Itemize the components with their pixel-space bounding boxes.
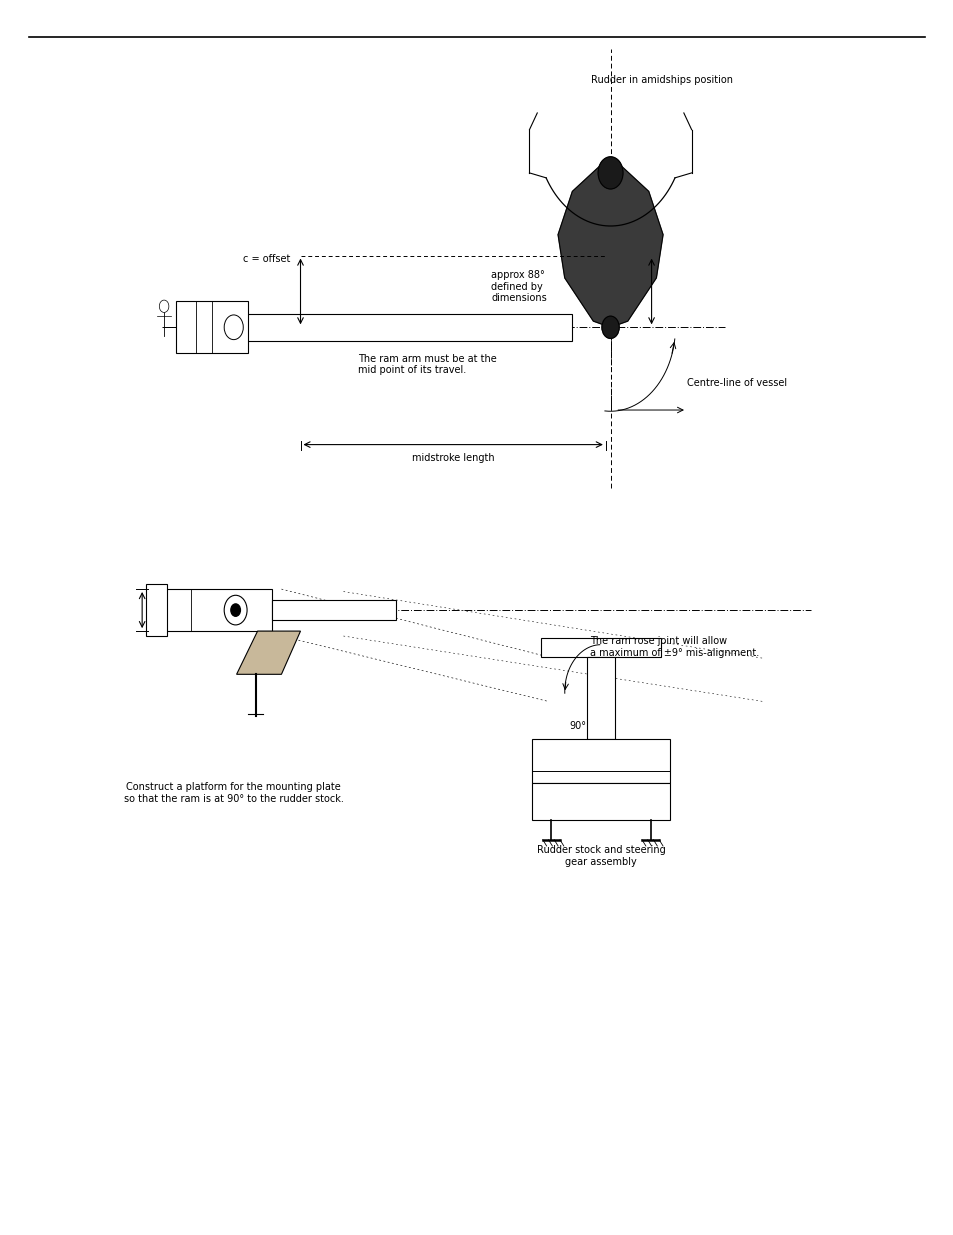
Bar — [176, 301, 248, 353]
Text: Construct a platform for the mounting plate
so that the ram is at 90° to the rud: Construct a platform for the mounting pl… — [124, 782, 343, 804]
Circle shape — [224, 595, 247, 625]
Text: approx 88°
defined by
dimensions: approx 88° defined by dimensions — [491, 270, 546, 303]
Text: The ram rose joint will allow
a maximum of ±9° mis-alignment.: The ram rose joint will allow a maximum … — [589, 636, 758, 658]
Bar — [532, 739, 669, 783]
Text: c = offset: c = offset — [243, 254, 291, 264]
Text: The ram arm must be at the
mid point of its travel.: The ram arm must be at the mid point of … — [357, 353, 496, 375]
Bar — [272, 600, 395, 620]
Text: Centre-line of vessel: Centre-line of vessel — [686, 378, 786, 388]
Circle shape — [598, 157, 622, 189]
Text: midstroke length: midstroke length — [412, 453, 494, 463]
Circle shape — [231, 604, 240, 616]
Polygon shape — [236, 631, 300, 674]
Bar — [532, 783, 669, 820]
Circle shape — [159, 300, 169, 312]
Bar — [540, 638, 660, 657]
Bar — [162, 589, 272, 631]
Circle shape — [224, 315, 243, 340]
Bar — [243, 314, 572, 341]
Polygon shape — [558, 161, 662, 327]
Text: 90°: 90° — [569, 721, 586, 731]
Bar — [146, 584, 167, 636]
Text: Rudder stock and steering
gear assembly: Rudder stock and steering gear assembly — [537, 845, 664, 867]
Bar — [586, 657, 615, 739]
Text: Rudder in amidships position: Rudder in amidships position — [591, 75, 733, 85]
Circle shape — [601, 316, 618, 338]
